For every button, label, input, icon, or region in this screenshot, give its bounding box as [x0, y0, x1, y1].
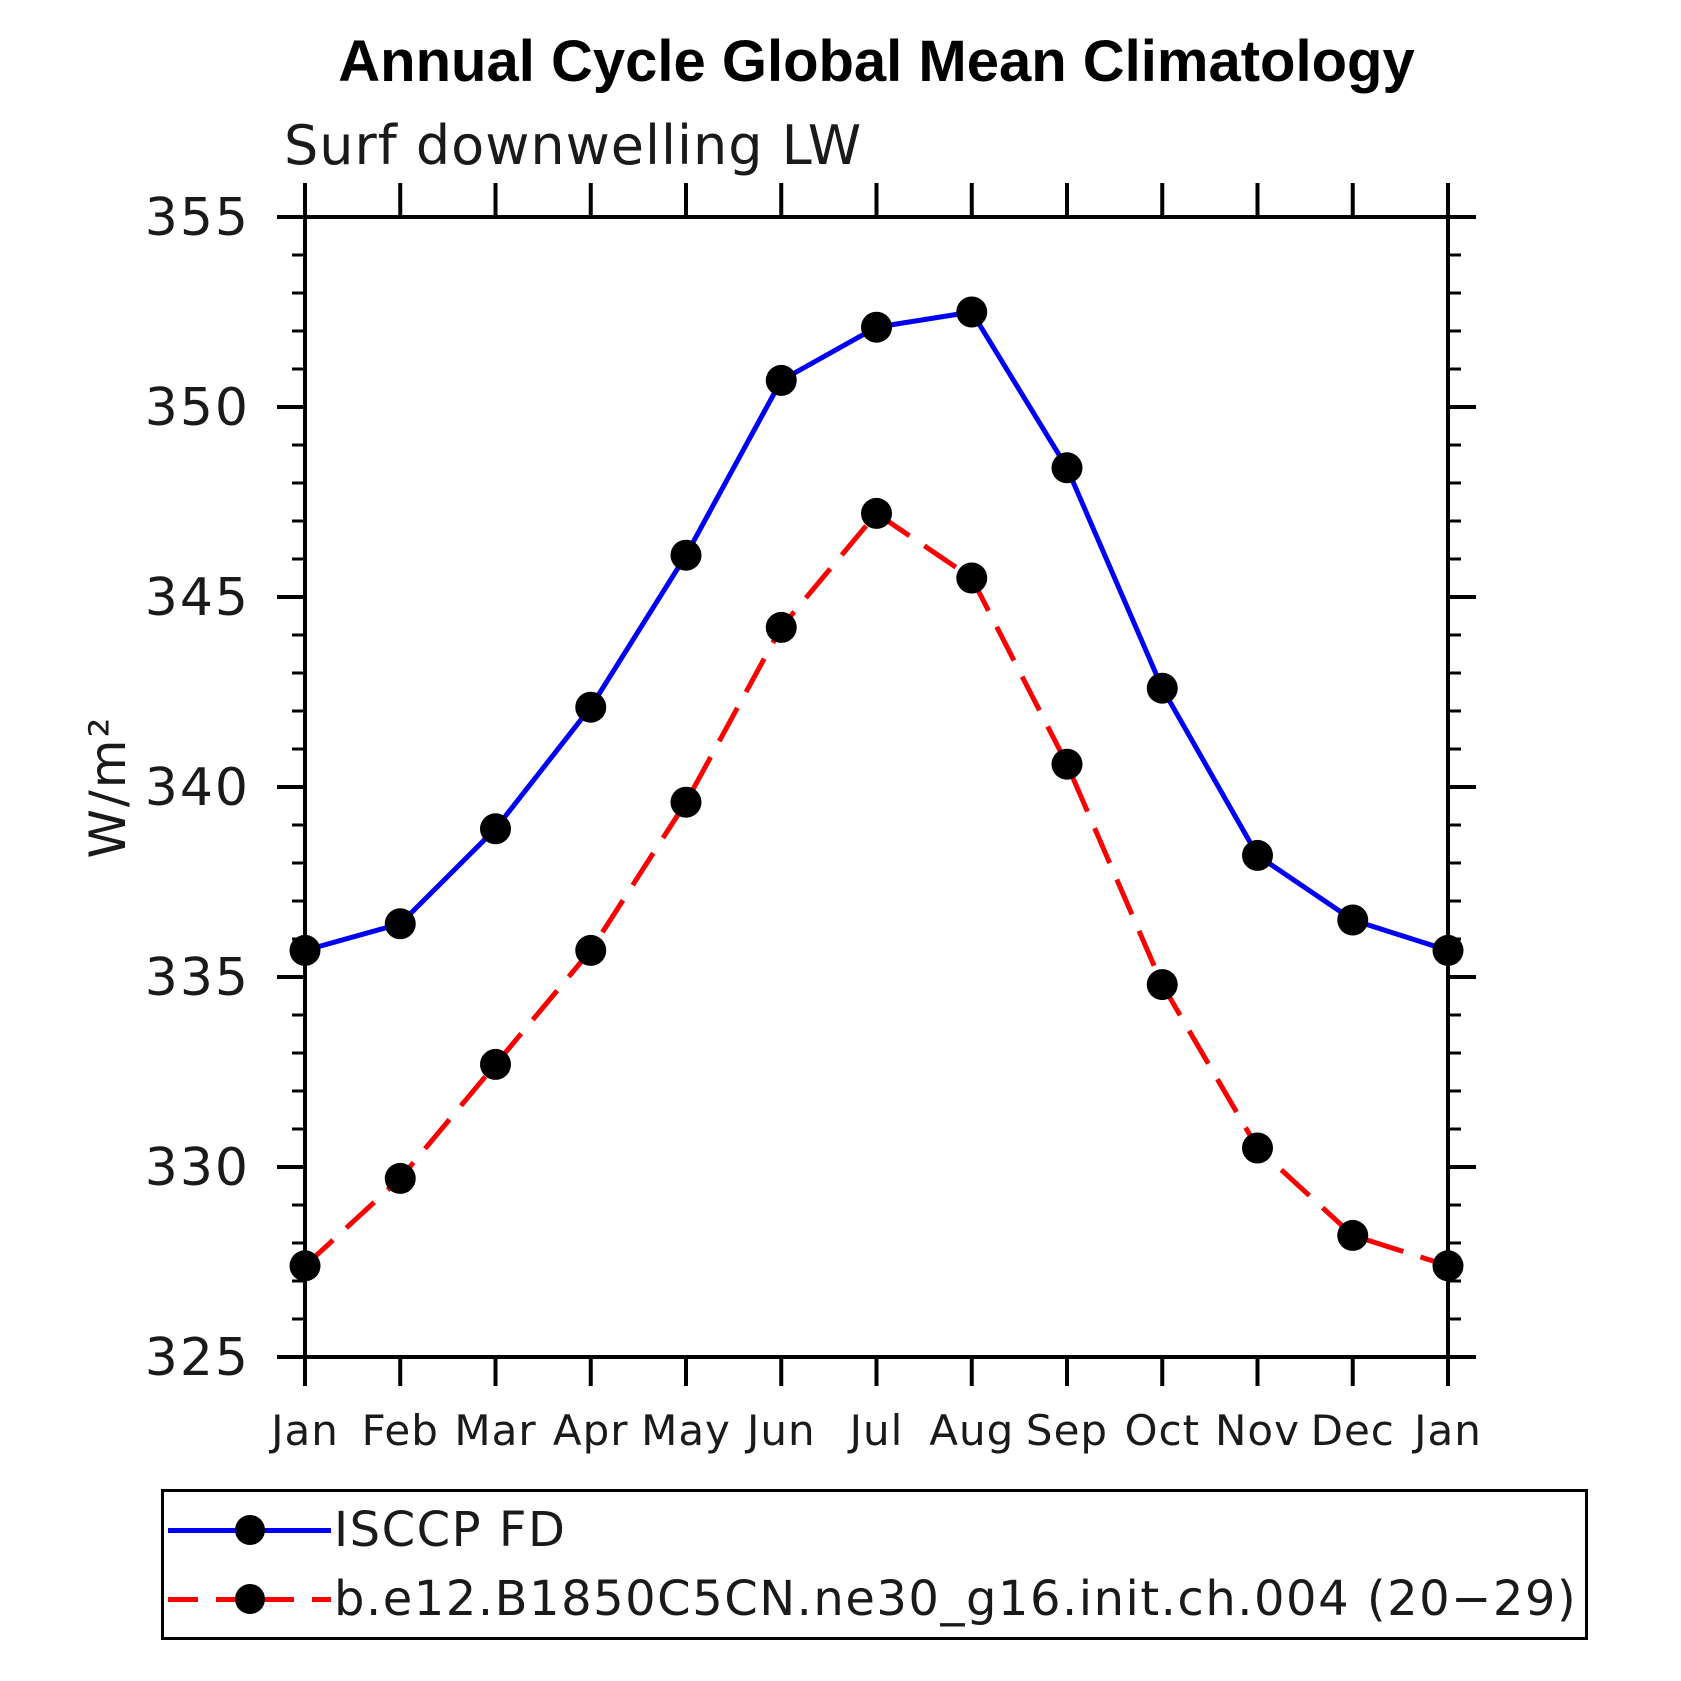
x-tick-label: Oct — [1124, 1406, 1200, 1455]
data-point-marker-0 — [289, 934, 321, 966]
chart-subtitle: Surf downwelling LW — [284, 114, 863, 177]
legend-swatch-solid — [168, 1513, 331, 1547]
x-tick-label: Jan — [268, 1406, 339, 1455]
legend-swatch-dashed — [168, 1582, 331, 1616]
legend-marker-dot — [234, 1584, 265, 1614]
data-point-marker-0 — [1242, 839, 1273, 871]
data-point-marker-1 — [670, 786, 702, 818]
legend-marker-dot — [234, 1515, 265, 1545]
chart-title: Annual Cycle Global Mean Climatology — [338, 29, 1415, 94]
data-point-marker-1 — [480, 1048, 511, 1080]
data-point-marker-1 — [575, 934, 607, 966]
y-tick-label: 325 — [145, 1328, 250, 1388]
data-point-marker-0 — [1337, 904, 1369, 936]
x-tick-label: Apr — [553, 1406, 629, 1455]
legend-item-model: b.e12.B1850C5CN.ne30_g16.init.ch.004 (20… — [168, 1571, 1577, 1627]
data-point-marker-1 — [956, 562, 988, 594]
data-point-marker-0 — [670, 539, 702, 571]
data-point-marker-1 — [861, 497, 892, 529]
x-tick-label: Jul — [847, 1406, 904, 1455]
data-point-marker-0 — [1146, 672, 1178, 704]
legend-item-isccp-fd: ISCCP FD — [168, 1502, 566, 1558]
data-point-marker-0 — [1432, 934, 1464, 966]
data-point-marker-1 — [765, 611, 797, 643]
data-point-marker-0 — [956, 296, 988, 328]
y-tick-label: 340 — [145, 758, 250, 818]
data-point-marker-0 — [575, 691, 607, 723]
x-tick-label: Nov — [1215, 1406, 1300, 1455]
data-point-marker-1 — [1242, 1132, 1273, 1164]
x-tick-label: Dec — [1311, 1406, 1395, 1455]
data-point-marker-0 — [1051, 452, 1083, 484]
data-point-marker-1 — [1432, 1250, 1464, 1282]
legend-label: ISCCP FD — [334, 1502, 567, 1558]
x-tick-label: Sep — [1026, 1406, 1108, 1455]
data-point-marker-1 — [1146, 969, 1178, 1001]
x-tick-label: Mar — [454, 1406, 536, 1455]
y-tick-label: 330 — [145, 1138, 250, 1198]
axes-frame — [303, 215, 1450, 1359]
data-point-marker-1 — [289, 1250, 321, 1282]
y-tick-label: 355 — [145, 188, 250, 248]
series-line-0 — [304, 309, 1449, 953]
data-point-marker-1 — [1051, 748, 1083, 780]
data-point-marker-0 — [861, 311, 892, 343]
data-point-marker-1 — [384, 1162, 416, 1194]
data-point-marker-0 — [480, 813, 511, 845]
y-tick-label: 335 — [145, 948, 250, 1008]
x-tick-label: May — [641, 1406, 731, 1455]
y-tick-label: 345 — [145, 568, 250, 628]
series-line-1 — [303, 510, 1449, 1269]
x-tick-label: Aug — [929, 1406, 1014, 1455]
x-tick-label: Jan — [1411, 1406, 1482, 1455]
legend-box: ISCCP FD b.e12.B1850C5CN.ne30_g16.init.c… — [161, 1489, 1588, 1640]
legend-label: b.e12.B1850C5CN.ne30_g16.init.ch.004 (20… — [334, 1571, 1578, 1627]
data-point-marker-1 — [1337, 1219, 1369, 1251]
x-tick-label: Jun — [744, 1406, 816, 1455]
y-tick-label: 350 — [145, 378, 250, 438]
data-point-marker-0 — [765, 364, 797, 396]
data-point-marker-0 — [384, 908, 416, 940]
x-tick-label: Feb — [362, 1406, 439, 1455]
